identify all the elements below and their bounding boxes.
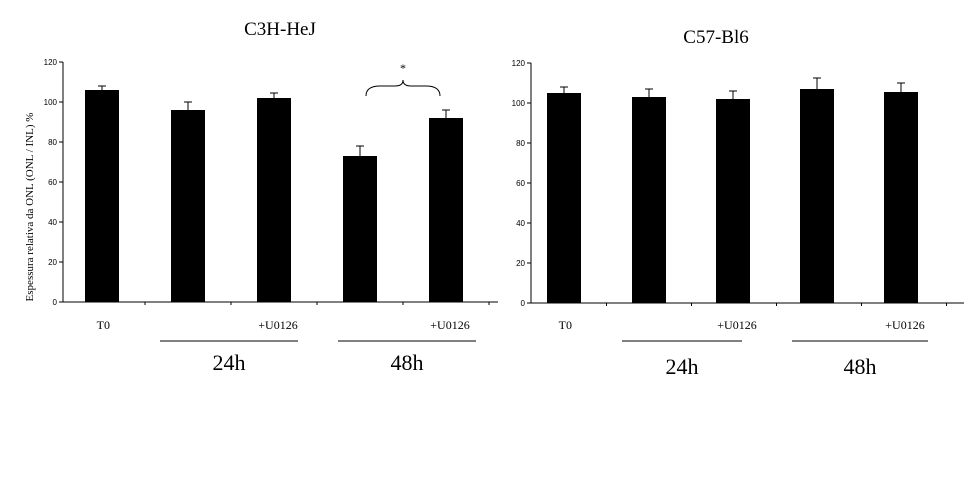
y-tick-label: 40: [48, 218, 57, 227]
significance-star: *: [400, 61, 406, 75]
bar: [884, 92, 918, 303]
group-label: 48h: [391, 350, 424, 375]
category-label: +U0126: [258, 318, 297, 332]
y-tick-label: 60: [516, 179, 525, 188]
bar: [257, 98, 291, 302]
y-tick-label: 0: [521, 299, 526, 308]
group-label: 24h: [666, 354, 699, 379]
y-tick-label: 20: [48, 258, 57, 267]
y-tick-label: 20: [516, 259, 525, 268]
bar: [343, 156, 377, 302]
y-tick-label: 120: [512, 59, 526, 68]
category-label: +U0126: [717, 318, 756, 332]
significance-brace: [365, 79, 441, 97]
y-tick-label: 100: [44, 98, 58, 107]
category-label: +U0126: [430, 318, 469, 332]
y-tick-label: 0: [53, 298, 58, 307]
chart-c57-bl6: C57-Bl6 0 20 40 60 80 100 120 T0 +U0126 +U0126 24h 4…: [512, 27, 964, 379]
bar: [85, 90, 119, 302]
chart-title: C57-Bl6: [683, 27, 748, 48]
bar: [716, 99, 750, 303]
y-axis-label: Espessura relativa da ONL (ONL / INL) %: [24, 113, 36, 302]
category-label: +U0126: [885, 318, 924, 332]
y-tick-label: 80: [516, 139, 525, 148]
y-tick-label: 80: [48, 138, 57, 147]
y-tick-label: 100: [512, 99, 526, 108]
category-label: T0: [559, 318, 572, 332]
y-tick-label: 60: [48, 178, 57, 187]
group-label: 24h: [213, 350, 246, 375]
bar: [632, 97, 666, 303]
chart-c3h-hej: C3H-HeJ 0 20 40 60 80 100 120 T0 +U0126 +U0126 24h 4…: [24, 19, 498, 375]
chart-title: C3H-HeJ: [244, 19, 316, 40]
y-tick-label: 40: [516, 219, 525, 228]
bar: [800, 89, 834, 303]
group-label: 48h: [844, 354, 877, 379]
bar: [171, 110, 205, 302]
category-label: T0: [97, 318, 110, 332]
bar: [547, 93, 581, 303]
y-tick-label: 120: [44, 58, 58, 67]
bar: [429, 118, 463, 302]
